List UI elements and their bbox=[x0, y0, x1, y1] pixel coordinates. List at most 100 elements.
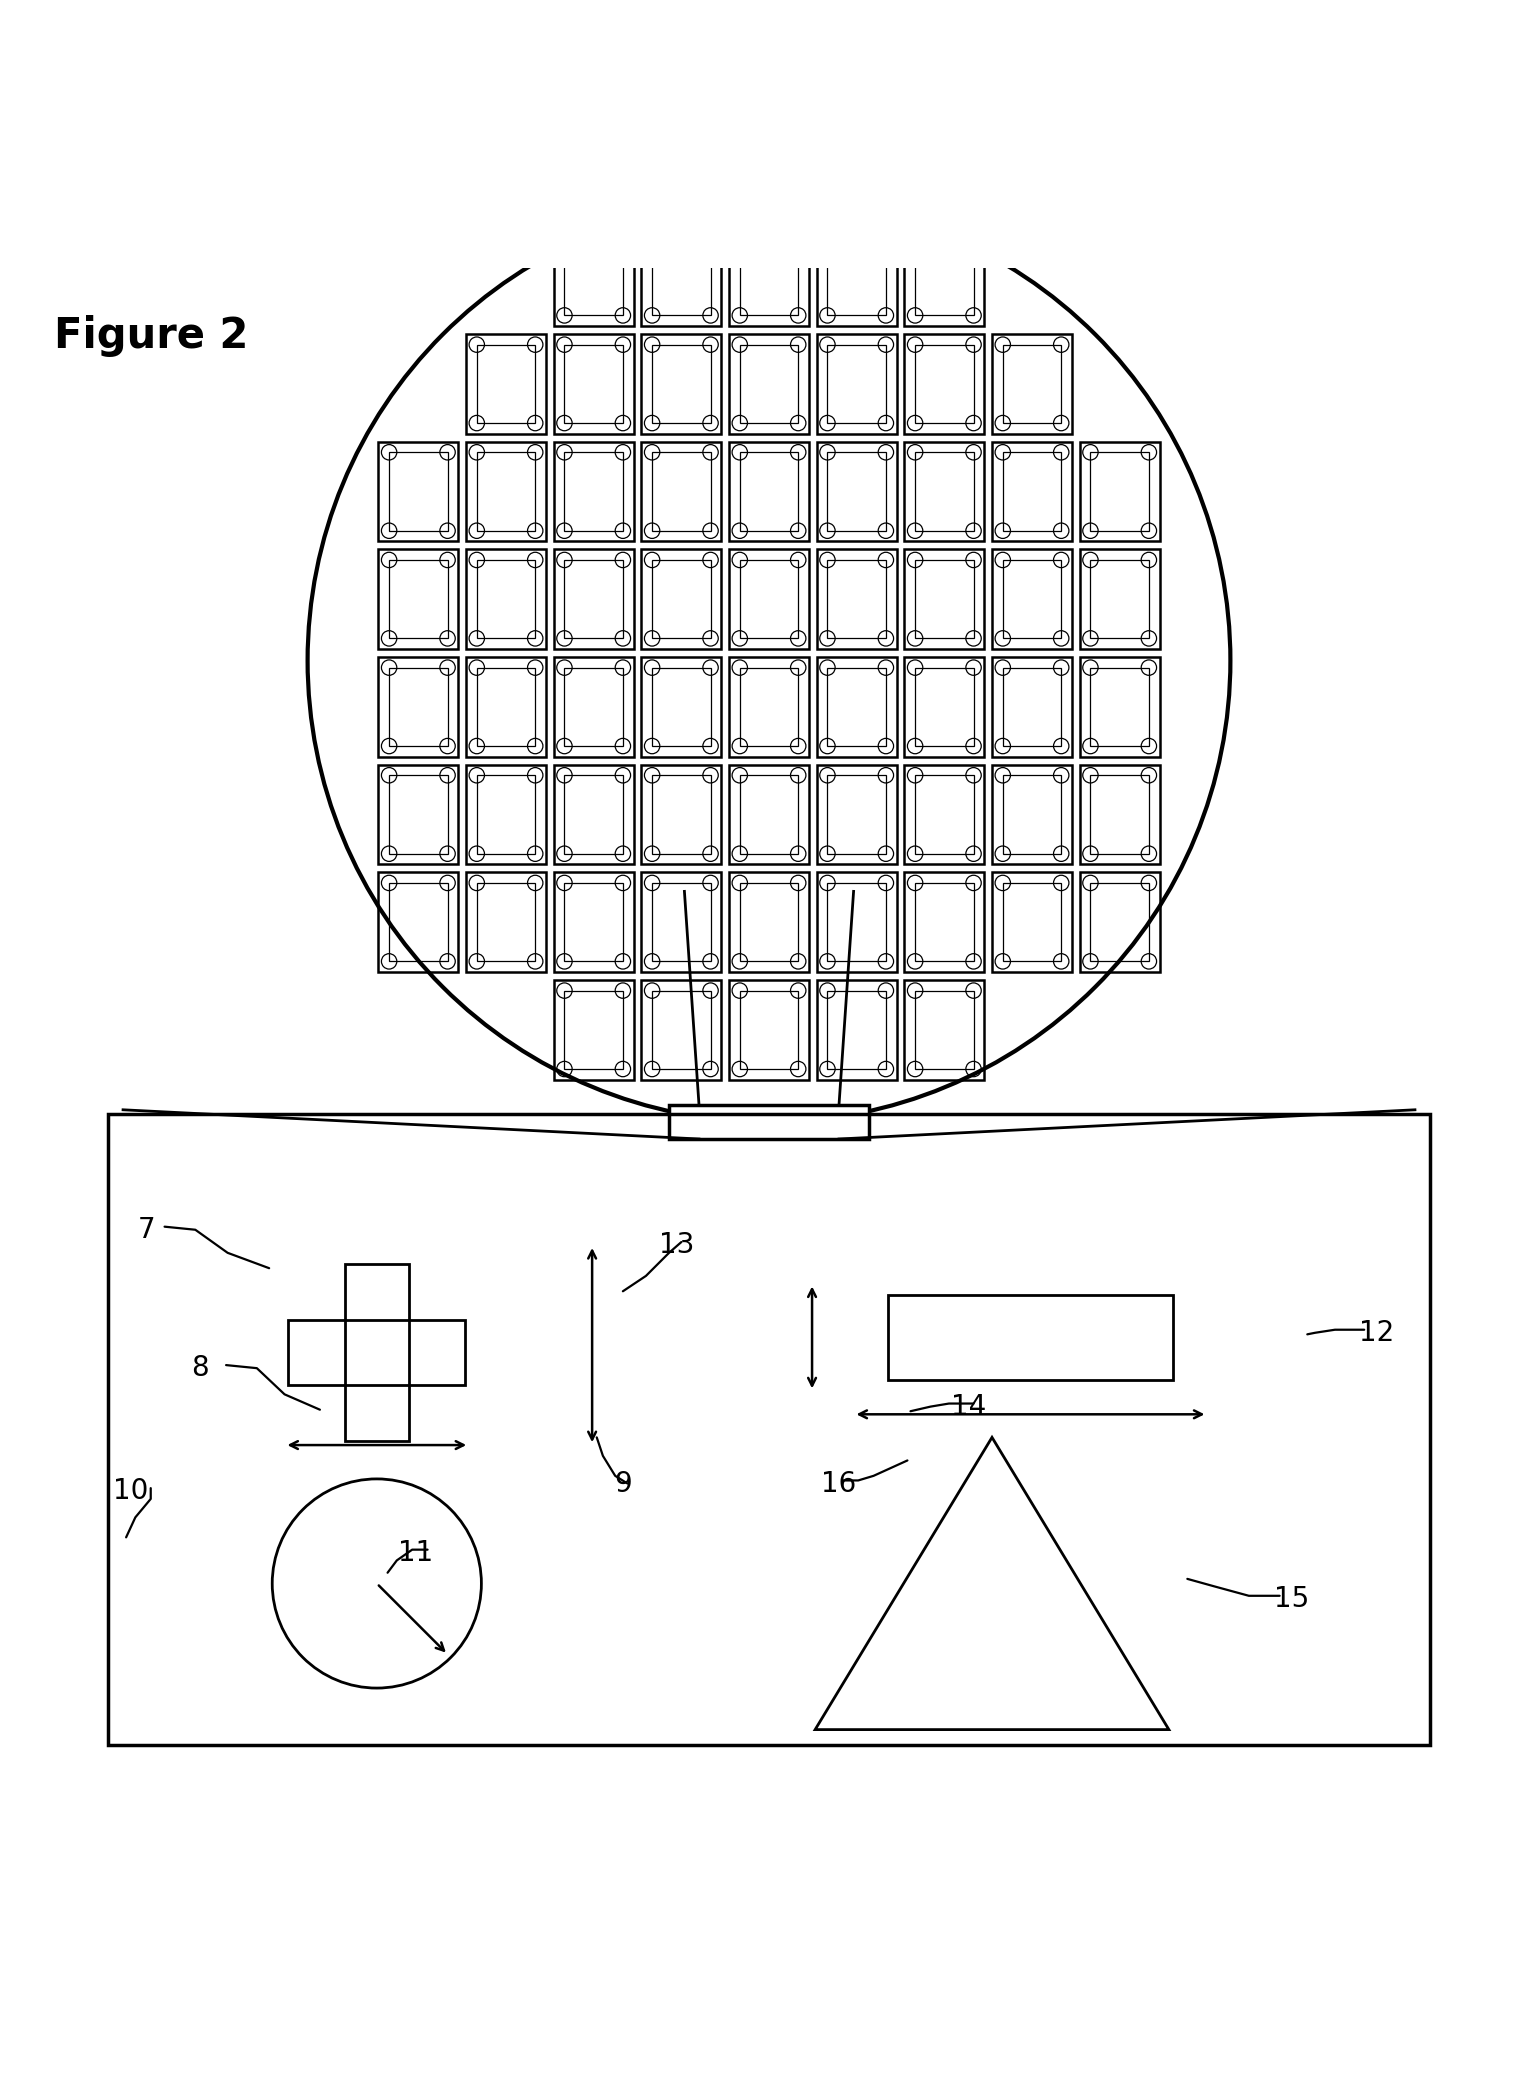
Text: Figure 2: Figure 2 bbox=[54, 315, 248, 357]
Bar bbox=[817, 442, 897, 542]
Text: 9: 9 bbox=[614, 1469, 632, 1498]
Bar bbox=[904, 658, 984, 757]
Bar bbox=[729, 764, 809, 865]
Bar bbox=[817, 764, 897, 865]
Bar bbox=[477, 560, 535, 639]
Bar bbox=[1003, 452, 1061, 531]
Bar bbox=[904, 334, 984, 434]
Bar bbox=[817, 226, 897, 326]
Bar bbox=[108, 1114, 1430, 1745]
Bar bbox=[904, 550, 984, 649]
Bar bbox=[554, 550, 634, 649]
Bar bbox=[915, 237, 974, 315]
Bar bbox=[827, 990, 886, 1069]
Bar bbox=[652, 237, 711, 315]
Bar bbox=[1003, 344, 1061, 423]
Bar bbox=[827, 344, 886, 423]
Bar bbox=[564, 990, 623, 1069]
Bar bbox=[817, 658, 897, 757]
Bar bbox=[992, 442, 1072, 542]
Bar bbox=[669, 1106, 869, 1139]
Bar bbox=[564, 884, 623, 961]
Bar bbox=[904, 442, 984, 542]
Bar bbox=[652, 344, 711, 423]
Bar bbox=[554, 442, 634, 542]
Bar bbox=[729, 334, 809, 434]
Bar bbox=[389, 668, 448, 747]
Bar bbox=[1080, 658, 1160, 757]
Bar bbox=[641, 550, 721, 649]
Bar bbox=[740, 990, 798, 1069]
Text: 14: 14 bbox=[952, 1392, 986, 1421]
Bar bbox=[992, 764, 1072, 865]
Bar bbox=[904, 979, 984, 1079]
Bar bbox=[915, 990, 974, 1069]
Bar bbox=[904, 764, 984, 865]
Bar bbox=[652, 776, 711, 853]
Bar bbox=[564, 560, 623, 639]
Bar bbox=[1090, 884, 1149, 961]
Bar bbox=[904, 226, 984, 326]
Bar bbox=[1003, 560, 1061, 639]
Bar bbox=[740, 560, 798, 639]
Bar bbox=[817, 872, 897, 971]
Bar bbox=[729, 442, 809, 542]
Bar bbox=[466, 550, 546, 649]
Bar bbox=[652, 884, 711, 961]
Bar bbox=[466, 442, 546, 542]
Bar bbox=[554, 334, 634, 434]
Bar bbox=[641, 442, 721, 542]
Bar bbox=[827, 668, 886, 747]
Bar bbox=[915, 884, 974, 961]
Bar bbox=[817, 550, 897, 649]
Bar bbox=[915, 452, 974, 531]
Bar bbox=[915, 560, 974, 639]
Bar bbox=[827, 884, 886, 961]
Bar bbox=[1003, 668, 1061, 747]
Bar bbox=[345, 1264, 409, 1442]
Bar bbox=[289, 1320, 464, 1386]
Bar bbox=[817, 979, 897, 1079]
Bar bbox=[652, 452, 711, 531]
Bar bbox=[641, 764, 721, 865]
Bar bbox=[729, 872, 809, 971]
Bar bbox=[378, 442, 458, 542]
Bar bbox=[652, 990, 711, 1069]
Bar bbox=[740, 668, 798, 747]
Bar bbox=[389, 776, 448, 853]
Text: 15: 15 bbox=[1275, 1585, 1309, 1612]
Bar bbox=[1090, 452, 1149, 531]
Bar bbox=[1080, 550, 1160, 649]
Bar bbox=[652, 560, 711, 639]
Bar bbox=[729, 979, 809, 1079]
Bar bbox=[554, 979, 634, 1079]
Bar bbox=[992, 658, 1072, 757]
Bar bbox=[554, 226, 634, 326]
Bar bbox=[827, 560, 886, 639]
Bar bbox=[466, 334, 546, 434]
Bar bbox=[564, 668, 623, 747]
Bar bbox=[740, 344, 798, 423]
Bar bbox=[827, 776, 886, 853]
Bar bbox=[1003, 776, 1061, 853]
Bar bbox=[389, 452, 448, 531]
Text: 10: 10 bbox=[112, 1477, 149, 1504]
Bar bbox=[992, 872, 1072, 971]
Text: 13: 13 bbox=[658, 1230, 695, 1260]
Bar bbox=[477, 344, 535, 423]
Bar bbox=[554, 658, 634, 757]
Bar bbox=[827, 452, 886, 531]
Bar bbox=[564, 344, 623, 423]
Bar bbox=[652, 668, 711, 747]
Bar bbox=[641, 334, 721, 434]
Bar bbox=[641, 658, 721, 757]
Bar bbox=[915, 668, 974, 747]
Bar bbox=[904, 872, 984, 971]
Bar bbox=[740, 776, 798, 853]
Bar bbox=[466, 764, 546, 865]
Bar bbox=[729, 550, 809, 649]
Bar bbox=[827, 237, 886, 315]
Bar bbox=[992, 334, 1072, 434]
Bar bbox=[564, 452, 623, 531]
Bar bbox=[389, 884, 448, 961]
